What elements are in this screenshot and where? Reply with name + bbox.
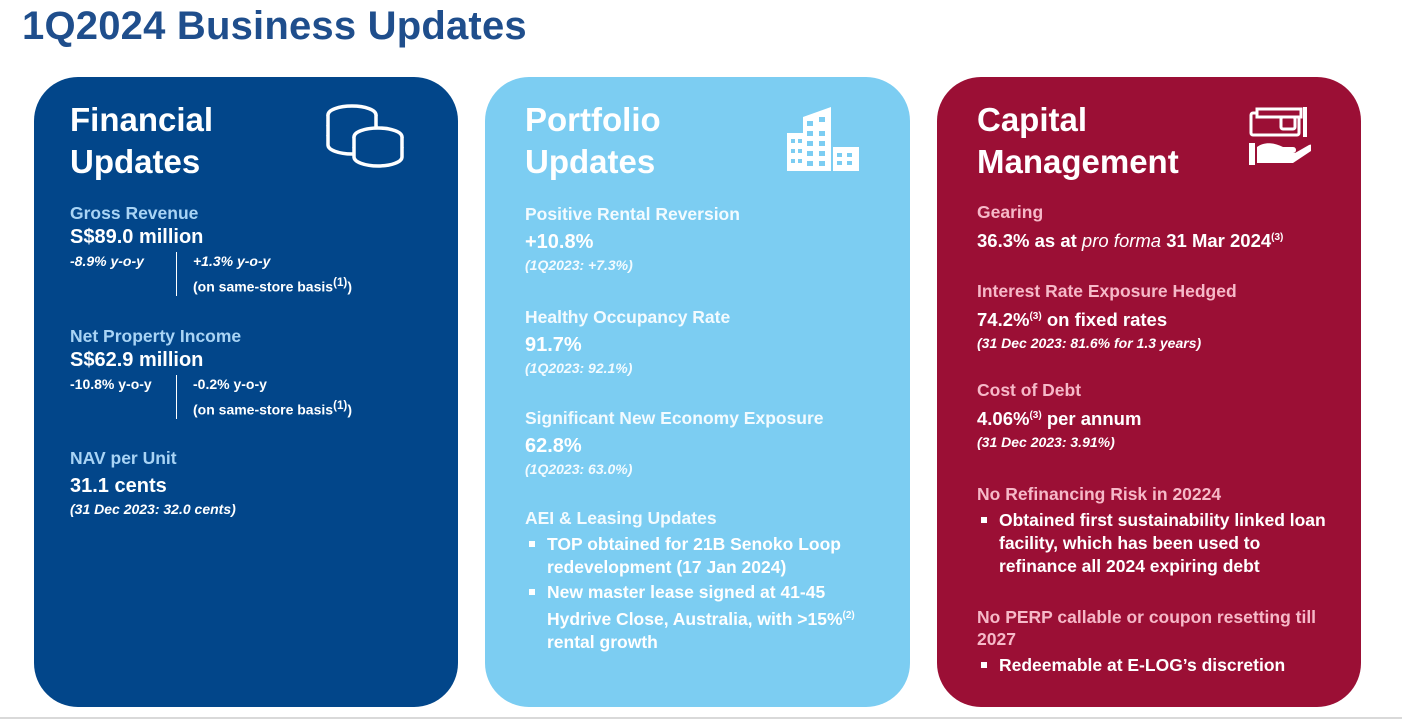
aei-label: AEI & Leasing Updates xyxy=(525,508,717,528)
aei-section: AEI & Leasing Updates TOP obtained for 2… xyxy=(525,507,885,654)
gearing-label: Gearing xyxy=(977,202,1044,222)
rental-reversion-value: +10.8% xyxy=(525,231,594,253)
same-store-note: (on same-store basis(1)) xyxy=(193,399,352,418)
gross-revenue-change-same-store: +1.3% y-o-y xyxy=(193,253,271,269)
gross-revenue-changes: -8.9% y-o-y +1.3% y-o-y (on same-store b… xyxy=(70,250,352,298)
financial-updates-card: Financial Updates Gross Revenue S$89.0 m… xyxy=(34,77,458,707)
occupancy-section: Healthy Occupancy Rate 91.7% (1Q2023: 92… xyxy=(525,306,730,378)
money-hand-icon xyxy=(1247,103,1314,176)
occupancy-label: Healthy Occupancy Rate xyxy=(525,307,731,327)
cost-of-debt-comparison: (31 Dec 2023: 3.91%) xyxy=(977,434,1115,451)
coins-icon xyxy=(324,103,406,176)
perp-bullet: Redeemable at E-LOG’s discretion xyxy=(977,654,1333,677)
rental-reversion-section: Positive Rental Reversion +10.8% (1Q2023… xyxy=(525,203,740,275)
rental-reversion-comparison: (1Q2023: +7.3%) xyxy=(525,257,633,273)
new-economy-comparison: (1Q2023: 63.0%) xyxy=(525,461,633,477)
npi-section: Net Property Income S$62.9 million -10.8… xyxy=(70,325,352,421)
aei-bullet-lease: New master lease signed at 41-45 Hydrive… xyxy=(525,581,885,654)
aei-bullet-top: TOP obtained for 21B Senoko Loop redevel… xyxy=(525,533,885,579)
cost-of-debt-section: Cost of Debt 4.06%(3) per annum (31 Dec … xyxy=(977,379,1141,452)
bottom-rule xyxy=(0,717,1402,719)
change-divider xyxy=(176,252,177,296)
npi-change-same-store: -0.2% y-o-y xyxy=(193,376,267,392)
occupancy-value: 91.7% xyxy=(525,334,582,356)
rental-reversion-label: Positive Rental Reversion xyxy=(525,204,740,224)
refinancing-section: No Refinancing Risk in 20224 Obtained fi… xyxy=(977,483,1333,578)
refinancing-bullet: Obtained first sustainability linked loa… xyxy=(977,509,1333,578)
gearing-section: Gearing 36.3% as at pro forma 31 Mar 202… xyxy=(977,201,1283,254)
hedged-value: 74.2%(3) on fixed rates xyxy=(977,309,1168,331)
hedged-comparison: (31 Dec 2023: 81.6% for 1.3 years) xyxy=(977,335,1202,352)
page-title: 1Q2024 Business Updates xyxy=(22,4,527,48)
gross-revenue-section: Gross Revenue S$89.0 million -8.9% y-o-y… xyxy=(70,202,352,298)
new-economy-value: 62.8% xyxy=(525,435,582,457)
cost-of-debt-label: Cost of Debt xyxy=(977,380,1082,400)
refinancing-label: No Refinancing Risk in 20224 xyxy=(977,484,1222,504)
financial-card-title: Financial Updates xyxy=(70,101,214,180)
npi-change-yoy: -10.8% y-o-y xyxy=(70,376,152,392)
hedged-section: Interest Rate Exposure Hedged 74.2%(3) o… xyxy=(977,280,1237,353)
gearing-value: 36.3% as at pro forma 31 Mar 2024(3) xyxy=(977,230,1284,252)
npi-value: S$62.9 million xyxy=(70,349,204,371)
hedged-label: Interest Rate Exposure Hedged xyxy=(977,281,1237,301)
same-store-note: (on same-store basis(1)) xyxy=(193,276,352,295)
nav-label: NAV per Unit xyxy=(70,448,177,468)
buildings-icon xyxy=(785,103,861,178)
npi-label: Net Property Income xyxy=(70,326,242,346)
nav-value: 31.1 cents xyxy=(70,475,167,497)
gross-revenue-value: S$89.0 million xyxy=(70,226,204,248)
portfolio-updates-card: Portfolio Updates Positive Rent xyxy=(485,77,910,707)
cost-of-debt-value: 4.06%(3) per annum xyxy=(977,408,1142,430)
gross-revenue-label: Gross Revenue xyxy=(70,203,199,223)
npi-changes: -10.8% y-o-y -0.2% y-o-y (on same-store … xyxy=(70,373,352,421)
capital-management-card: Capital Management Gearing 36.3% as at p… xyxy=(937,77,1361,707)
perp-label: No PERP callable or coupon resetting til… xyxy=(977,607,1317,649)
capital-card-title: Capital Management xyxy=(977,101,1179,180)
new-economy-label: Significant New Economy Exposure xyxy=(525,408,824,428)
portfolio-card-title: Portfolio Updates xyxy=(525,101,661,180)
nav-section: NAV per Unit 31.1 cents (31 Dec 2023: 32… xyxy=(70,447,236,519)
perp-section: No PERP callable or coupon resetting til… xyxy=(977,606,1333,677)
occupancy-comparison: (1Q2023: 92.1%) xyxy=(525,360,633,376)
new-economy-section: Significant New Economy Exposure 62.8% (… xyxy=(525,407,824,479)
nav-comparison: (31 Dec 2023: 32.0 cents) xyxy=(70,501,236,517)
change-divider xyxy=(176,375,177,419)
gross-revenue-change-yoy: -8.9% y-o-y xyxy=(70,253,144,269)
